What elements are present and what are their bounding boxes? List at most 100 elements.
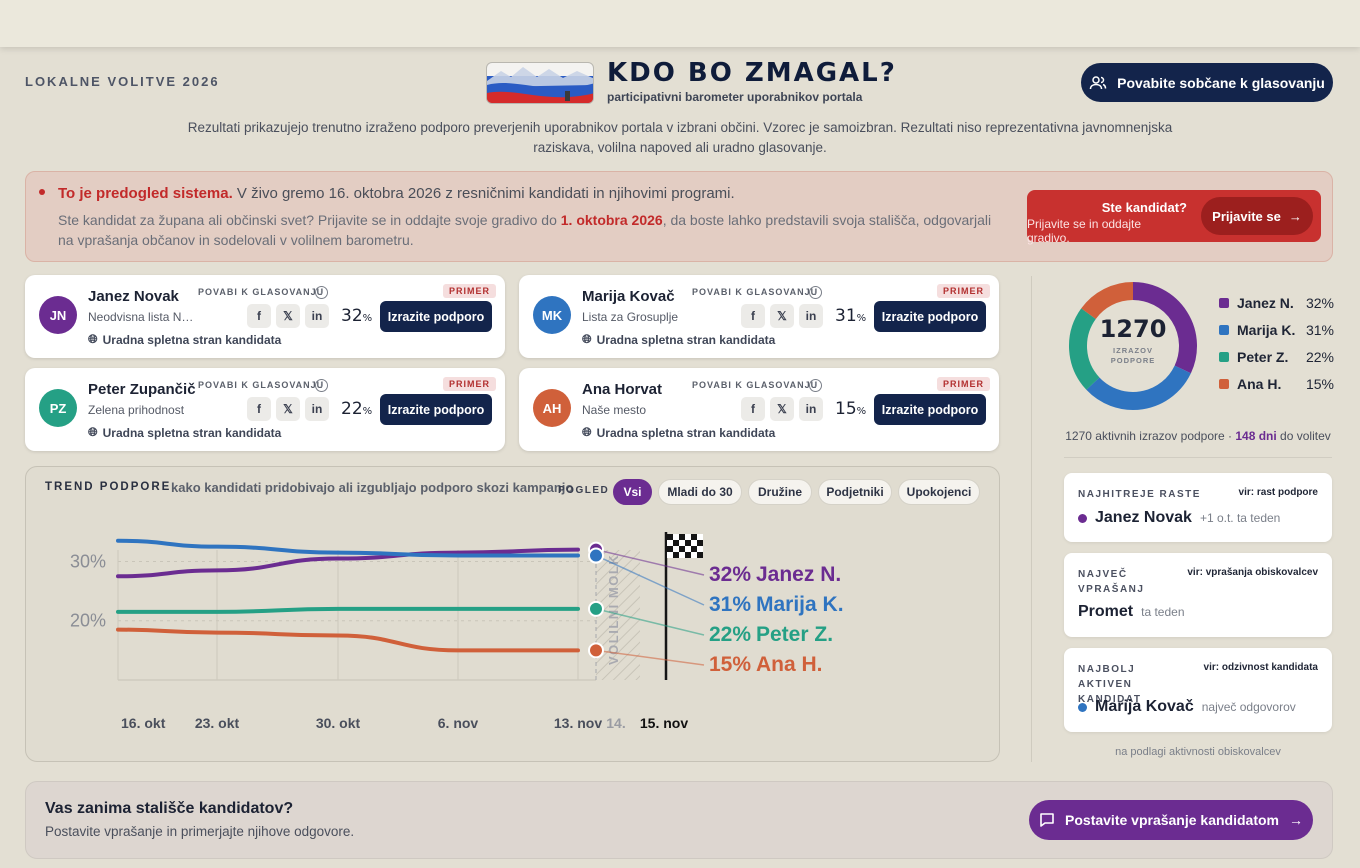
series-value-label: 32% xyxy=(709,563,751,586)
stat-value: Promet xyxy=(1078,603,1134,620)
x-icon[interactable]: 𝕏 xyxy=(276,397,300,421)
vote-invite-label: POVABI K GLASOVANJU xyxy=(692,380,819,390)
election-eyebrow: LOKALNE VOLITVE 2026 xyxy=(25,74,220,89)
summary-pre: 1270 aktivnih izrazov podpore · xyxy=(1065,429,1236,443)
filter-seniors[interactable]: Upokojenci xyxy=(898,479,980,505)
invite-citizens-button[interactable]: Povabite sobčane k glasovanju xyxy=(1081,63,1333,102)
trend-chart: 30% 20% VOLILNI MOLK 32% Janez N.31% Marija K… xyxy=(70,532,844,731)
support-button[interactable]: Izrazite podporo xyxy=(874,394,986,425)
website-label: Uradna spletna stran kandidata xyxy=(102,425,282,440)
series-line-1 xyxy=(116,547,580,579)
legend-swatch xyxy=(1219,325,1229,335)
percent-sign: % xyxy=(856,313,867,324)
website-label: Uradna spletna stran kandidata xyxy=(596,425,776,440)
facebook-icon[interactable]: f xyxy=(247,304,271,328)
legend-swatch xyxy=(1219,379,1229,389)
filter-all[interactable]: Vsi xyxy=(613,479,652,505)
disclaimer-text: Rezultati prikazujejo trenutno izraženo … xyxy=(187,120,1173,155)
stat-label: NAJVEČ VPRAŠANJ xyxy=(1078,569,1145,595)
linkedin-icon[interactable]: in xyxy=(305,397,329,421)
facebook-icon[interactable]: f xyxy=(247,397,271,421)
legend-item: Ana H. 15% xyxy=(1219,376,1334,392)
trend-panel: TREND PODPORE kako kandidati pridobivajo… xyxy=(25,466,1000,762)
stat-source: vir: odzivnost kandidata xyxy=(1203,662,1318,673)
info-icon[interactable]: i xyxy=(315,379,328,392)
y-tick-label: 20% xyxy=(70,611,106,631)
signup-button[interactable]: Prijavite se → xyxy=(1201,197,1313,235)
filter-families[interactable]: Družine xyxy=(748,479,812,505)
stat-main: Promet ta teden xyxy=(1078,603,1185,621)
legend-swatch xyxy=(1219,352,1229,362)
support-button[interactable]: Izrazite podporo xyxy=(380,394,492,425)
top-bar xyxy=(0,0,1360,47)
candidate-website-link[interactable]: 🌐︎ Uradna spletna stran kandidata xyxy=(582,332,775,347)
legend-item: Janez N. 32% xyxy=(1219,295,1334,311)
donut-slice-2 xyxy=(1086,365,1191,410)
example-badge: PRIMER xyxy=(442,284,496,298)
candidate-party: Naše mesto xyxy=(582,403,647,417)
x-tick-label: 16. okt xyxy=(121,715,166,731)
candidate-card: JN Janez Novak Neodvisna lista No... 🌐︎ U… xyxy=(25,275,505,358)
stat-note: ta teden xyxy=(1141,605,1185,619)
stat-dot xyxy=(1078,513,1087,523)
trend-description: kako kandidati pridobivajo ali izgubljaj… xyxy=(171,480,574,495)
ask-candidates-button[interactable]: Postavite vprašanje kandidatom → xyxy=(1029,800,1313,840)
support-button[interactable]: Izrazite podporo xyxy=(874,301,986,332)
percent-value: 31 xyxy=(835,306,857,326)
slovenia-flag-image xyxy=(486,62,594,104)
linkedin-icon[interactable]: in xyxy=(305,304,329,328)
alert-details-post: , da boste lahko predstavili svoja stali… xyxy=(58,212,992,248)
stat-label: NAJHITREJE RASTE xyxy=(1078,489,1201,500)
x-icon[interactable]: 𝕏 xyxy=(770,397,794,421)
series-name-label: Janez N. xyxy=(756,563,841,586)
candidate-party: Zelena prihodnost xyxy=(88,403,185,417)
linkedin-icon[interactable]: in xyxy=(799,397,823,421)
stat-dot xyxy=(1078,702,1087,712)
percent-value: 22 xyxy=(341,399,363,419)
series-connector xyxy=(595,608,705,636)
series-name-label: Marija K. xyxy=(756,593,844,616)
info-icon[interactable]: i xyxy=(809,286,822,299)
globe-icon: 🌐︎ xyxy=(88,425,98,439)
facebook-icon[interactable]: f xyxy=(741,397,765,421)
website-label: Uradna spletna stran kandidata xyxy=(102,332,282,347)
users-icon xyxy=(1089,75,1107,89)
ask-candidates-label: Postavite vprašanje kandidatom xyxy=(1065,812,1279,828)
x-icon[interactable]: 𝕏 xyxy=(770,304,794,328)
series-line-2 xyxy=(116,538,580,558)
candidate-website-link[interactable]: 🌐︎ Uradna spletna stran kandidata xyxy=(88,332,281,347)
percent-sign: % xyxy=(362,406,373,417)
facebook-icon[interactable]: f xyxy=(741,304,765,328)
candidate-website-link[interactable]: 🌐︎ Uradna spletna stran kandidata xyxy=(582,425,775,440)
candidate-website-link[interactable]: 🌐︎ Uradna spletna stran kandidata xyxy=(88,425,281,440)
x-icon[interactable]: 𝕏 xyxy=(276,304,300,328)
vote-invite-label: POVABI K GLASOVANJU xyxy=(198,380,325,390)
info-icon[interactable]: i xyxy=(315,286,328,299)
percent-value: 32 xyxy=(341,306,363,326)
candidate-percent: 22% xyxy=(341,399,372,419)
linkedin-icon[interactable]: in xyxy=(799,304,823,328)
percent-sign: % xyxy=(856,406,867,417)
stat-card-most-active: NAJBOLJ AKTIVEN KANDIDAT vir: odzivnost … xyxy=(1064,648,1332,732)
series-end-point xyxy=(588,600,604,617)
filter-youth[interactable]: Mladi do 30 xyxy=(658,479,742,505)
legend-item: Peter Z. 22% xyxy=(1219,349,1334,365)
question-title: Vas zanima stališče kandidatov? xyxy=(45,800,294,817)
series-connector xyxy=(595,554,705,606)
filter-entrepreneurs[interactable]: Podjetniki xyxy=(818,479,892,505)
series-connector xyxy=(595,548,705,576)
candidate-name: Peter Zupančič xyxy=(88,381,196,398)
page-subtitle: participativni barometer uporabnikov por… xyxy=(607,90,863,104)
info-icon[interactable]: i xyxy=(809,379,822,392)
x-tick-label: 14. xyxy=(606,715,625,731)
candidate-name: Marija Kovač xyxy=(582,288,675,305)
signup-title: Ste kandidat? xyxy=(1101,200,1187,215)
avatar: AH xyxy=(533,389,571,427)
globe-icon: 🌐︎ xyxy=(88,332,98,346)
stat-card-fastest-growing: NAJHITREJE RASTE vir: rast podpore Janez… xyxy=(1064,473,1332,542)
checkered-flag-icon xyxy=(667,534,703,558)
series-value-label: 31% xyxy=(709,593,751,616)
support-button[interactable]: Izrazite podporo xyxy=(380,301,492,332)
stat-source: vir: vprašanja obiskovalcev xyxy=(1187,567,1318,578)
stat-card-most-questions: NAJVEČ VPRAŠANJ vir: vprašanja obiskoval… xyxy=(1064,553,1332,637)
